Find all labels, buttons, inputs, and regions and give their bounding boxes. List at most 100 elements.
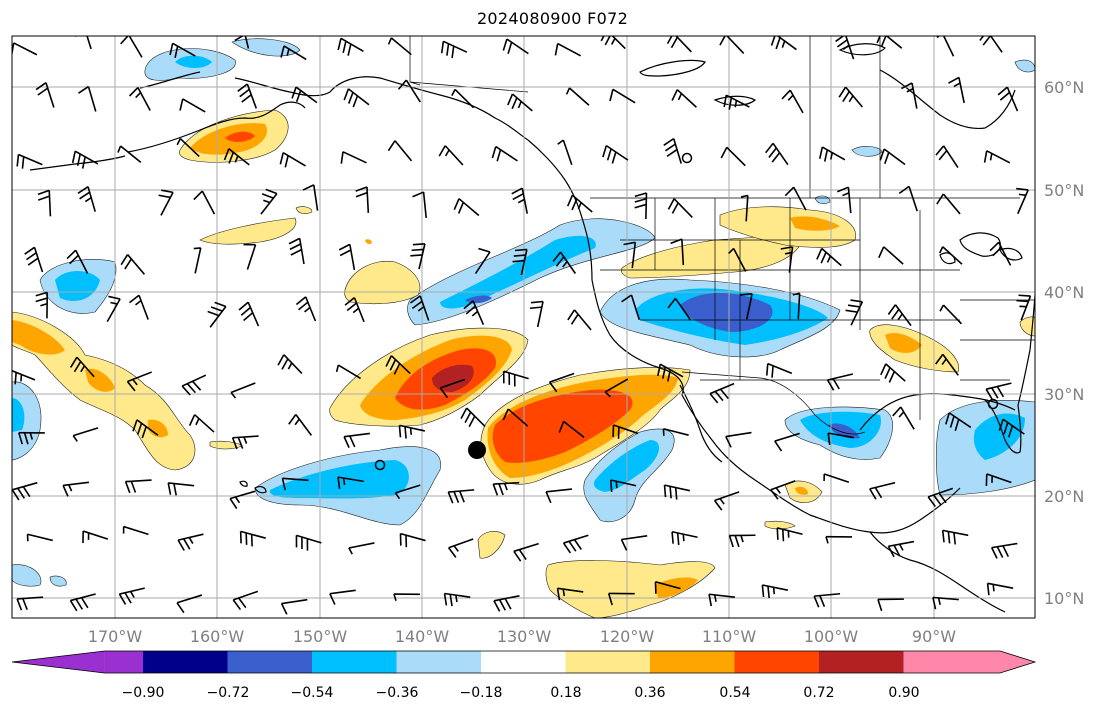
wind-barb [818,146,846,162]
wind-barb [229,490,256,510]
wind-barb [176,137,200,158]
anomaly-region [365,239,372,244]
wind-barb [892,406,915,430]
wind-barb [129,294,149,320]
wind-barb [935,145,959,168]
wind-barb [502,370,529,387]
wind-barb [35,291,49,319]
wind-barb [898,185,918,212]
alaska-coast [127,101,306,153]
wind-barb [835,36,855,60]
wind-barb [448,538,474,558]
wind-barb [869,481,896,500]
wind-barb [179,98,206,113]
wind-barb [385,355,411,375]
wind-barb [502,38,529,55]
wind-barb [939,246,963,265]
wind-barb [887,304,912,327]
wind-barb [556,587,584,601]
calm-wind-marker [681,152,693,164]
anomaly-region [12,564,42,587]
anomaly-region [620,236,801,279]
wind-barb [26,533,53,542]
wind-barb [545,488,573,504]
colorbar-tick: −0.18 [460,685,503,701]
colorbar-tick: 0.72 [803,685,834,701]
wind-barb [663,484,691,500]
wind-barb [329,589,356,605]
wind-barb [295,534,322,551]
wind-barb [512,248,528,276]
wind-barb [340,151,367,164]
wind-barb [1016,294,1032,321]
wind-barb [723,94,750,110]
wind-barb [838,86,864,108]
anomaly-region [199,217,297,245]
wind-barb [387,140,413,162]
colorbar-swatch [650,651,735,673]
wind-barb [177,533,204,551]
anomaly-region [790,216,840,231]
anomaly-region [828,423,860,439]
wind-barb [781,89,804,114]
wind-barb [82,530,109,544]
lat-label: 40°N [1044,283,1084,302]
lon-label: 150°W [293,627,348,646]
lon-label: 160°W [190,627,245,646]
wind-barb [207,301,227,328]
wind-barb [78,85,97,112]
colorbar-tick: 0.54 [719,685,750,701]
wind-barb [451,88,475,109]
anomaly-region [148,419,168,438]
wind-barb [986,582,1014,596]
wind-barb [770,480,796,500]
graticule [12,36,1035,618]
wind-barb [607,592,635,606]
wind-barb [761,584,789,599]
wind-barb [474,247,491,275]
alaska-coast [29,155,126,171]
anomaly-region [344,260,421,305]
wind-barb [985,382,1012,400]
wind-barb [460,407,486,428]
colorbar-extend-min [12,651,105,673]
lon-label: 90°W [912,627,956,646]
colorbar-tick: −0.54 [291,685,334,701]
colorbar-tick: −0.36 [376,685,419,701]
wind-barb [343,88,370,108]
wind-barb [765,142,789,166]
wind-barb [176,594,203,614]
wind-barb [16,596,44,611]
anomaly-region [885,333,922,353]
wind-barb [990,542,1018,559]
wind-barb [620,535,648,551]
wind-barb [463,300,485,326]
colorbar-tick: −0.72 [207,685,250,701]
wind-barb [167,482,195,496]
wind-barb [260,188,278,215]
calm-wind-marker [374,459,386,471]
wind-barb [939,304,963,325]
wind-barb [122,525,149,536]
anomaly-region [593,440,660,492]
colorbar-tick: 0.90 [888,685,919,701]
wind-barb [502,408,529,427]
anomaly-region [269,460,409,499]
wind-barb [398,424,426,439]
wind-barb [936,36,955,57]
wind-barb [826,373,854,391]
wind-barb [291,86,318,104]
wind-barb [74,36,92,50]
colorbar-swatch [227,651,313,673]
longitude-labels: 170°W 160°W 150°W 140°W 130°W 120°W 110°… [88,627,956,646]
wind-barb [609,479,637,493]
lon-label: 170°W [88,627,143,646]
florida-coast [984,399,1022,454]
wind-barb [983,150,1011,164]
wind-barb [936,193,961,215]
map-frame [11,35,1036,619]
anomaly-region [851,146,883,157]
colorbar-tick: −0.90 [122,685,165,701]
wind-barb [558,420,585,439]
wind-barb [792,292,801,320]
